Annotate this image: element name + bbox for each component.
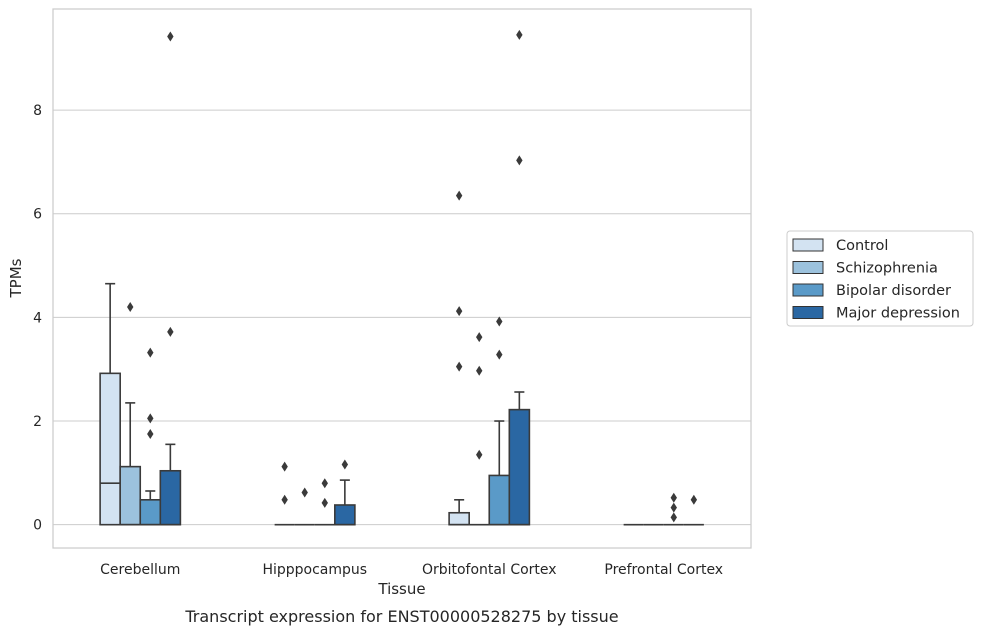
legend-swatch [792, 306, 824, 319]
x-tick-label-4: Prefrontal Cortex [604, 562, 723, 578]
box-iqr [159, 469, 182, 526]
legend: Control Schizophrenia Bipolar disorder Majo… [786, 230, 974, 327]
box-1-2 [119, 302, 142, 526]
x-tick-labels: Cerebellum Hipppocampus Orbitofontal Corte… [100, 562, 723, 578]
plot-area [53, 9, 751, 548]
outlier-point-2 [476, 365, 483, 376]
outlier-point-3 [455, 361, 463, 372]
outlier-point-2 [455, 306, 463, 317]
outlier-point-3 [147, 428, 154, 439]
outlier-point-1 [341, 459, 349, 470]
legend-item-2: Schizophrenia [792, 261, 938, 277]
box-iqr [139, 499, 162, 526]
box-1-3 [139, 347, 162, 526]
box-groups [99, 29, 704, 526]
legend-label: Major depression [836, 306, 960, 322]
box-iqr [119, 465, 142, 526]
y-tick-label-6: 6 [33, 207, 42, 223]
outlier-point-2 [496, 349, 503, 360]
outlier-point-1 [167, 31, 174, 42]
outlier-point-3 [670, 512, 677, 523]
outlier-point-3 [476, 449, 483, 460]
outlier-point-2 [516, 155, 523, 166]
box-iqr [334, 504, 356, 526]
outlier-point-1 [455, 190, 463, 201]
outlier-point-2 [281, 494, 288, 505]
legend-item-1: Control [792, 238, 888, 254]
legend-items: Control Schizophrenia Bipolar disorder Majo… [792, 238, 960, 322]
y-tick-label-8: 8 [33, 103, 42, 119]
outlier-point-1 [516, 29, 523, 40]
box-1-1 [99, 282, 121, 526]
box-1-4 [159, 31, 182, 526]
y-tick-label-2: 2 [33, 414, 42, 430]
box-2-1 [274, 461, 295, 526]
box-3-1 [448, 190, 470, 526]
outlier-point-2 [670, 502, 677, 513]
legend-label: Bipolar disorder [836, 283, 951, 299]
box-iqr [508, 408, 531, 526]
x-tick-label-3: Orbitofontal Cortex [422, 562, 557, 578]
outlier-point-1 [476, 332, 483, 343]
outlier-point-1 [321, 478, 328, 489]
outlier-point-1 [496, 316, 503, 327]
x-tick-label-2: Hipppocampus [262, 562, 367, 578]
legend-swatch [792, 283, 824, 297]
y-axis-label: TPMs [7, 258, 25, 298]
x-tick-label-1: Cerebellum [100, 562, 180, 578]
y-tick-label-4: 4 [33, 310, 42, 326]
box-iqr [488, 474, 511, 526]
legend-swatch [792, 261, 824, 274]
outlier-point-2 [321, 497, 328, 508]
legend-label: Schizophrenia [836, 261, 938, 277]
outlier-point-1 [690, 494, 698, 505]
legend-item-4: Major depression [792, 306, 960, 322]
outlier-point-2 [167, 326, 174, 337]
box-4-3 [663, 492, 684, 526]
box-iqr [448, 511, 470, 526]
box-2-3 [314, 478, 335, 526]
legend-label: Control [836, 238, 888, 254]
outlier-point-1 [127, 302, 134, 313]
outlier-point-1 [281, 461, 288, 472]
legend-item-3: Bipolar disorder [792, 283, 951, 299]
outlier-point-1 [670, 492, 677, 503]
legend-frame [786, 230, 974, 327]
y-tick-label-0: 0 [33, 518, 42, 534]
outlier-point-1 [301, 487, 308, 498]
chart-caption: Transcript expression for ENST0000052827… [184, 607, 618, 626]
box-4-4 [683, 494, 704, 526]
box-iqr [99, 372, 121, 526]
legend-swatch [792, 238, 824, 252]
box-3-2 [469, 332, 490, 526]
box-3-4 [508, 29, 531, 526]
box-2-4 [334, 459, 356, 526]
outlier-point-1 [147, 347, 154, 358]
plot-frame [52, 8, 752, 549]
box-2-2 [294, 487, 315, 526]
x-axis-label: Tissue [377, 580, 425, 598]
y-tick-labels: 0 2 4 6 8 [33, 103, 42, 534]
outlier-point-2 [147, 413, 154, 424]
